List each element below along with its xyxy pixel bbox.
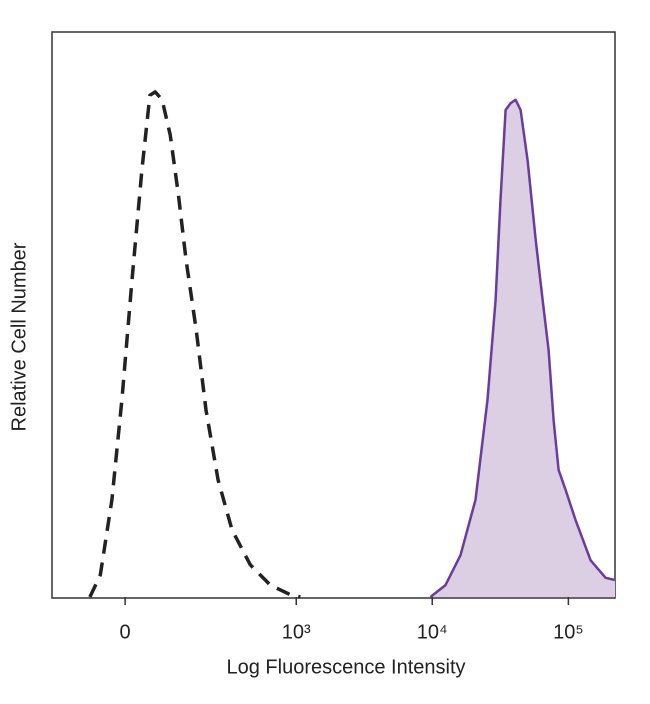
y-axis-label: Relative Cell Number [8,242,30,431]
x-axis-label: Log Fluorescence Intensity [226,656,465,678]
plot-frame [51,31,616,599]
histogram-line [88,90,301,599]
x-tick-label: 0 [120,621,131,643]
histogram-area [430,99,615,598]
histogram-line [429,98,616,598]
x-tick-label: 10⁴ [417,621,448,643]
x-tick-label: 10³ [282,621,311,643]
x-tick-label: 10⁵ [553,621,584,643]
